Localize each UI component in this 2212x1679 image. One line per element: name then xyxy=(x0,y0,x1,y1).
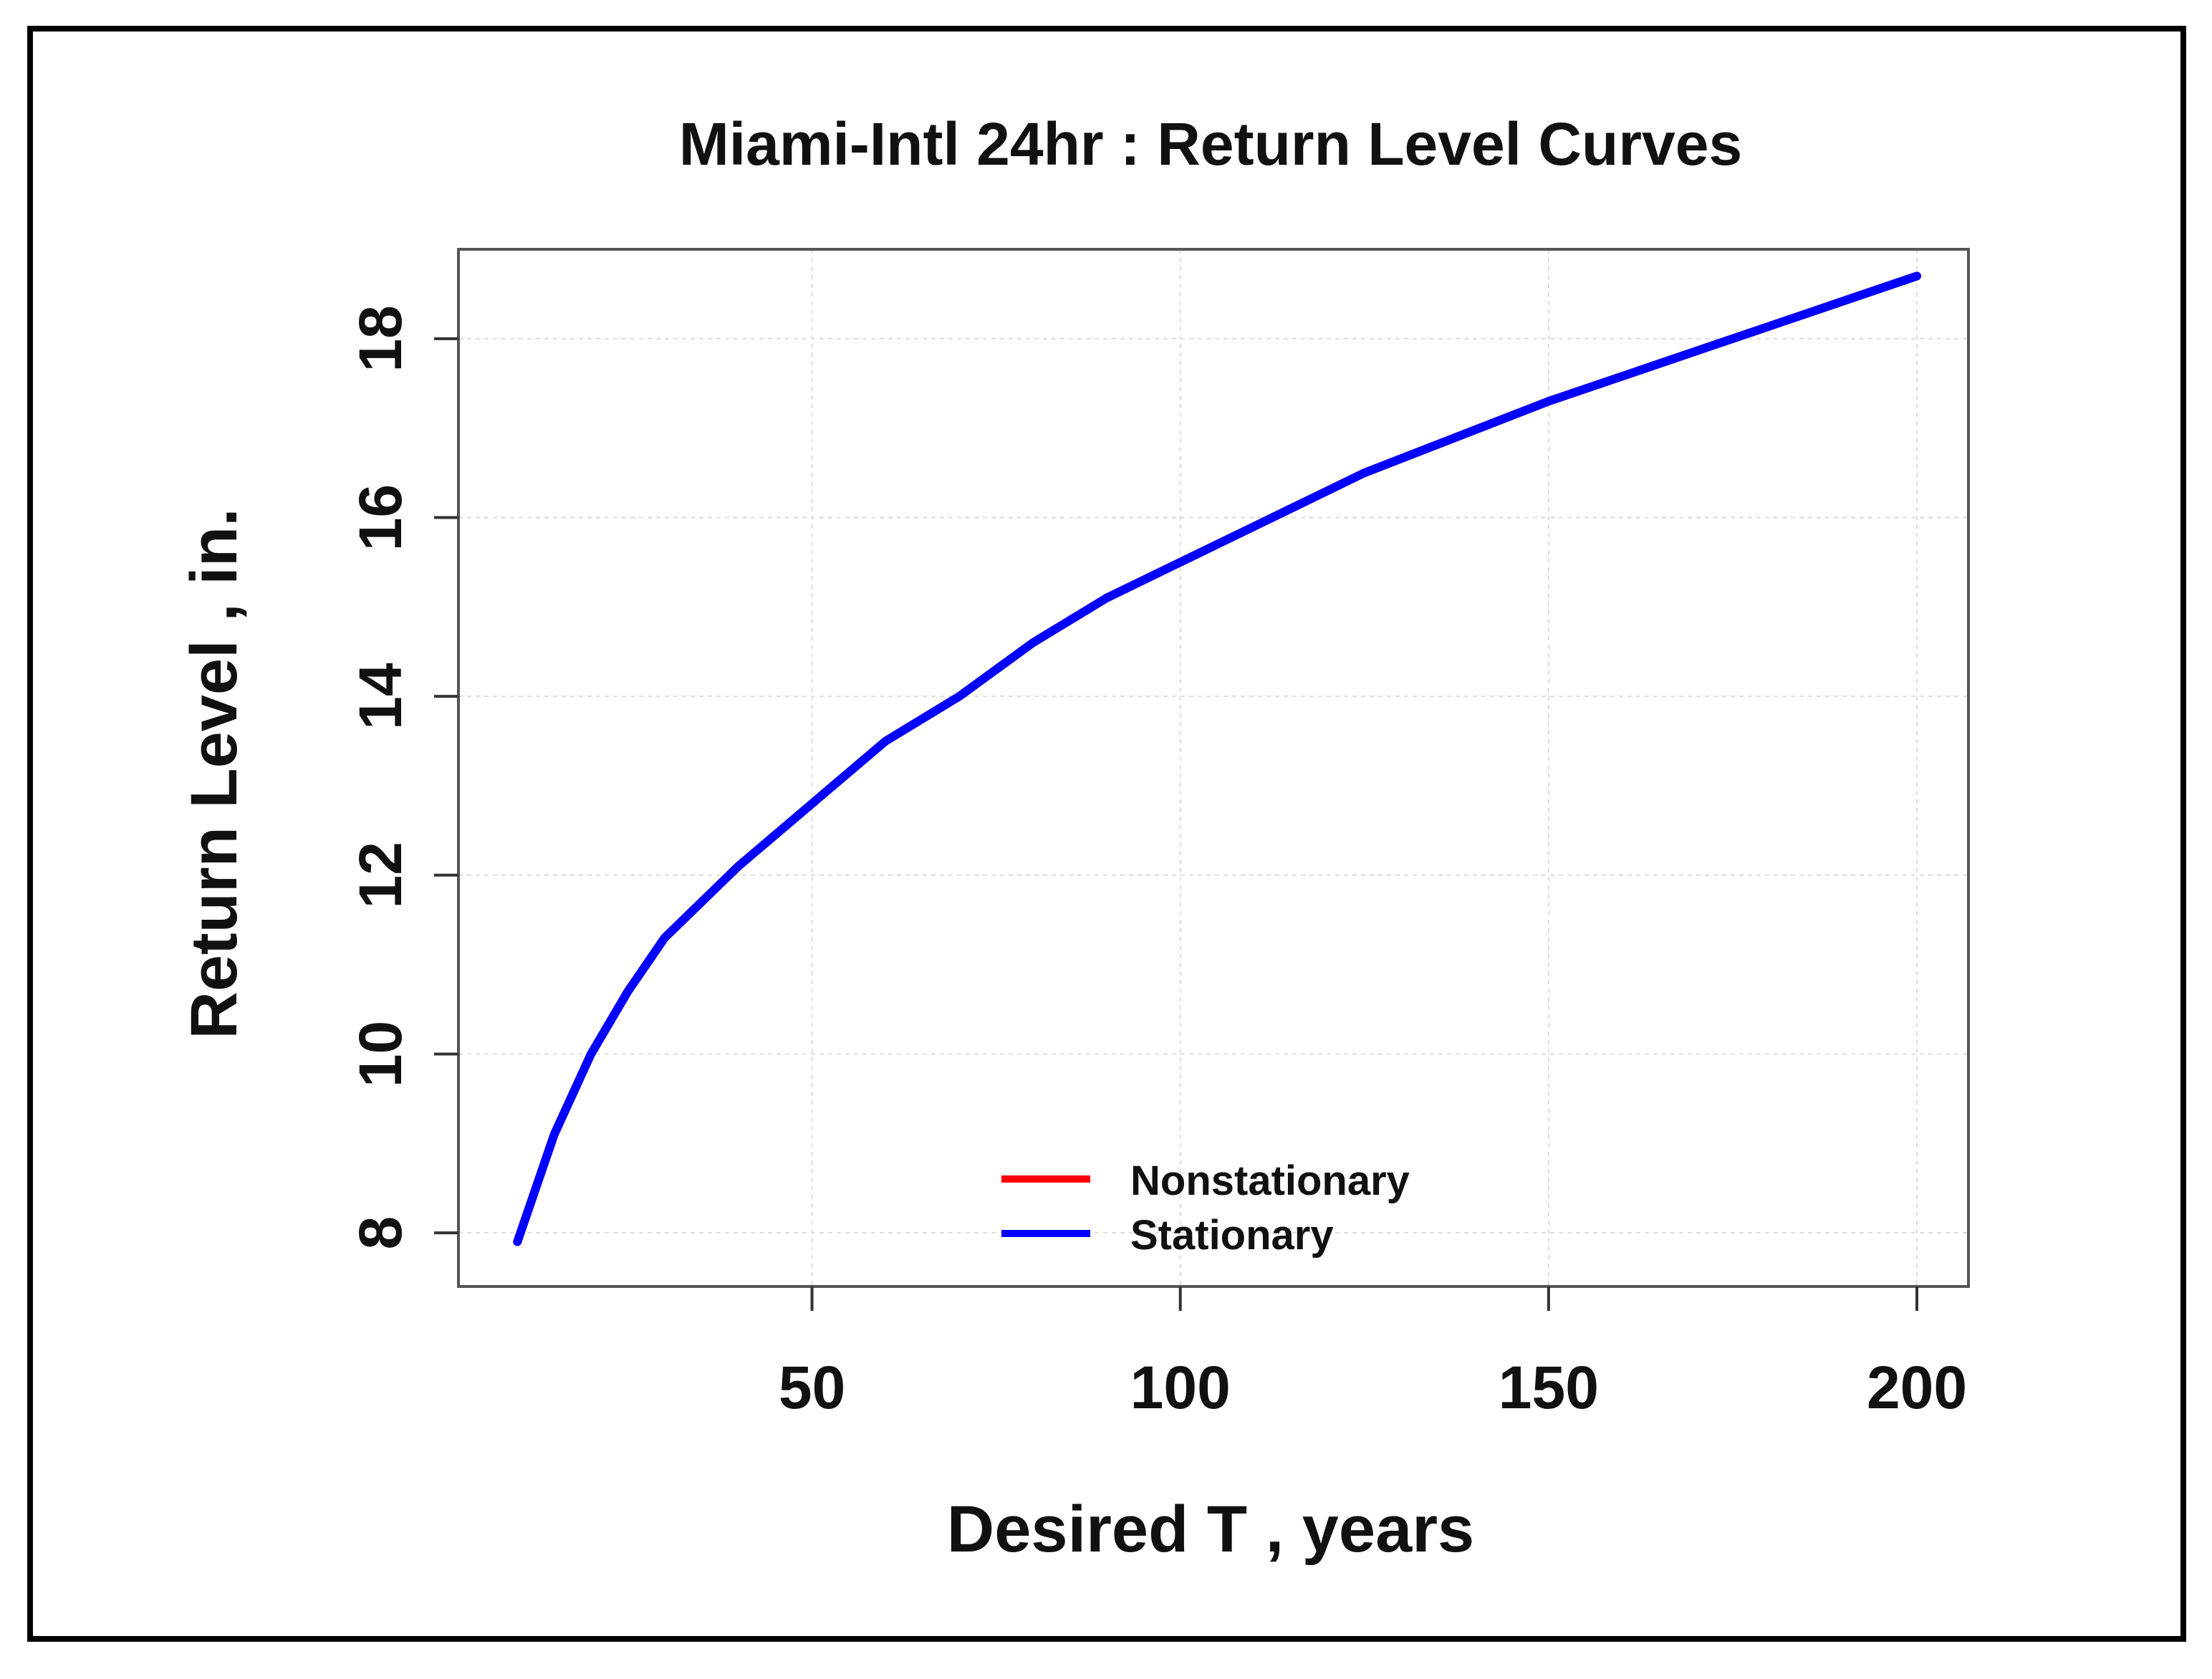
x-tick-label: 50 xyxy=(779,1354,845,1421)
x-tick-label: 100 xyxy=(1130,1354,1231,1421)
y-tick-label: 12 xyxy=(347,842,414,908)
y-tick-label: 14 xyxy=(347,663,414,730)
chart-title: Miami-Intl 24hr : Return Level Curves xyxy=(679,110,1742,178)
x-tick-label: 200 xyxy=(1867,1354,1967,1421)
x-axis: 50 100 150 200 xyxy=(779,1286,1967,1421)
y-tick-label: 18 xyxy=(347,305,414,372)
chart-frame xyxy=(27,26,2186,1642)
series-line-stationary xyxy=(513,271,1921,1246)
y-tick-label: 10 xyxy=(347,1021,414,1087)
x-axis-label: Desired T , years xyxy=(947,1493,1474,1566)
y-tick-label: 8 xyxy=(347,1216,414,1250)
y-axis: 8 10 12 14 16 18 xyxy=(347,305,458,1249)
series-line-nonstationary xyxy=(513,271,1921,1246)
plot-box xyxy=(457,248,1970,1288)
series-lines xyxy=(513,271,1921,1246)
x-tick-label: 150 xyxy=(1499,1354,1599,1421)
legend-label-stationary: Stationary xyxy=(1130,1212,1334,1259)
y-axis-label: Return Level , in. xyxy=(178,508,251,1039)
legend-label-nonstationary: Nonstationary xyxy=(1130,1158,1410,1204)
y-tick-label: 16 xyxy=(347,484,414,551)
legend: Nonstationary Stationary xyxy=(1001,1158,1410,1259)
grid-lines xyxy=(458,249,1968,1286)
